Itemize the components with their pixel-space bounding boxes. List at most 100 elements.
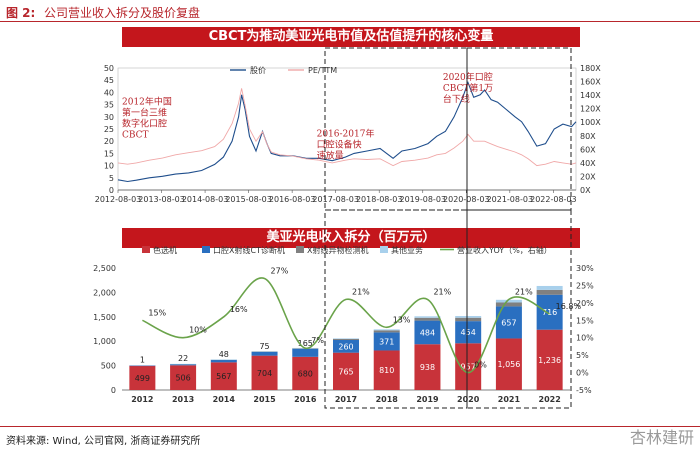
y-left-tick-label: 500 [101,362,116,371]
bar-other [455,316,482,318]
data-label-sorter: 680 [298,369,313,378]
highlight-box-2020-2022-lower [466,209,572,409]
y-left-tick-label: 2,500 [93,264,116,273]
x-tick-label: 2022-08-03 [530,195,577,204]
y-right-tick-label: 100X [580,118,601,127]
y-left-tick-label: 45 [104,76,114,85]
data-label-sorter: 765 [338,367,353,376]
y-left-tick-label: 0 [111,386,116,395]
x-tick-label: 2013 [172,395,194,404]
x-tick-label: 2014 [213,395,236,404]
bar-sorter [333,352,359,390]
bar-sorter [414,344,441,390]
watermark: 杏林建研 [629,428,694,447]
bar-xray [414,317,441,321]
bar-dental [333,339,359,353]
y-left-tick-label: 25 [104,125,114,134]
annotation-0-line: CBCT [122,131,149,141]
data-label-yoy: 21% [352,287,370,296]
legend-label-other: 其他业务 [391,245,423,255]
bar-sorter [170,365,197,390]
chart2-title: 美亚光电收入拆分（百万元） [122,228,580,248]
y-right-tick-label: 140X [580,91,601,100]
data-label-yoy: 21% [433,287,451,296]
y-right-tick-label: 20% [576,299,594,308]
data-label-dental: 22 [178,354,188,363]
x-tick-label: 2015-08-03 [225,195,272,204]
legend-label-sorter: 色选机 [153,245,177,255]
y-left-tick-label: 40 [104,88,114,97]
data-label-yoy: 16.8% [556,302,582,311]
bar-sorter [373,350,400,390]
bar-sorter [536,329,563,390]
y-left-tick-label: 15 [104,149,114,158]
x-tick-label: 2020-08-03 [443,195,490,204]
bar-other [373,329,400,331]
x-tick-label: 2020 [457,395,480,404]
y-right-tick-label: 0X [580,186,591,195]
y-right-tick-label: 60X [580,145,596,154]
x-tick-label: 2022 [539,395,561,404]
legend-swatch-dental [202,246,210,253]
footer-rule [0,426,700,427]
data-label-dental: 371 [379,337,394,346]
data-label-yoy: 10% [189,326,207,335]
bar-other [170,363,197,365]
header-rule [0,21,700,22]
source-note: 资料来源: Wind, 公司官网, 浙商证券研究所 [6,436,201,447]
legend-swatch-sorter [142,246,150,253]
y-right-tick-label: -5% [576,386,592,395]
y-left-tick-label: 1,500 [93,313,116,322]
x-tick-label: 2012-08-03 [95,195,142,204]
bar-dental [414,320,441,345]
legend-label-dental: 口腔X射线CT诊断机 [213,245,285,255]
y-right-tick-label: 80X [580,132,596,141]
data-label-dental: 75 [259,342,269,351]
bar-other [495,299,522,303]
data-label-sorter: 704 [257,369,272,378]
data-label-dental: 454 [461,328,476,337]
bar-xray [373,330,400,333]
bar-dental [292,348,319,357]
bar-sorter [495,338,522,390]
data-label-sorter: 506 [175,374,190,383]
y-left-tick-label: 5 [109,174,114,183]
data-label-sorter: 938 [420,363,435,372]
bar-sorter [292,356,319,390]
x-tick-label: 2016 [294,395,317,404]
annotation-0-line: 第一台三维 [122,107,167,119]
data-label-sorter: 1,236 [538,356,561,365]
data-label-yoy: 16% [230,305,248,314]
legend-label-pe: PE/TTM [308,66,337,75]
bar-other [414,316,441,318]
data-label-yoy: 0% [474,361,487,370]
legend-label-xray: X射线异物检测机 [307,245,368,255]
bar-other [333,338,359,339]
bar-other [536,285,563,290]
bar-dental [129,365,156,367]
y-right-tick-label: 30% [576,264,594,273]
x-tick-label: 2017-08-03 [312,195,359,204]
figure-header: 图 2: 公司营业收入拆分及股价复盘 [0,0,700,22]
data-label-dental: 165 [298,339,313,348]
legend-swatch-other [380,246,388,253]
data-label-sorter: 567 [216,372,231,381]
bar-dental [210,359,237,363]
y-left-tick-label: 2,000 [93,288,116,297]
data-label-dental: 716 [542,308,557,317]
data-label-sorter: 1,056 [497,360,520,369]
series-line-price [117,81,577,183]
x-tick-label: 2021-08-03 [487,195,534,204]
bar-dental [536,294,563,330]
x-tick-label: 2013-08-03 [138,195,185,204]
x-tick-label: 2018 [376,395,399,404]
bar-dental [251,351,278,356]
annotation-2-line: 2020年口腔 [443,71,493,83]
y-right-tick-label: 180X [580,64,601,73]
legend-swatch-xray [296,246,304,253]
y-right-tick-label: 20X [580,172,596,181]
y-right-tick-label: 5% [576,351,589,360]
y-right-tick-label: 40X [580,159,596,168]
bar-sorter [210,362,237,390]
